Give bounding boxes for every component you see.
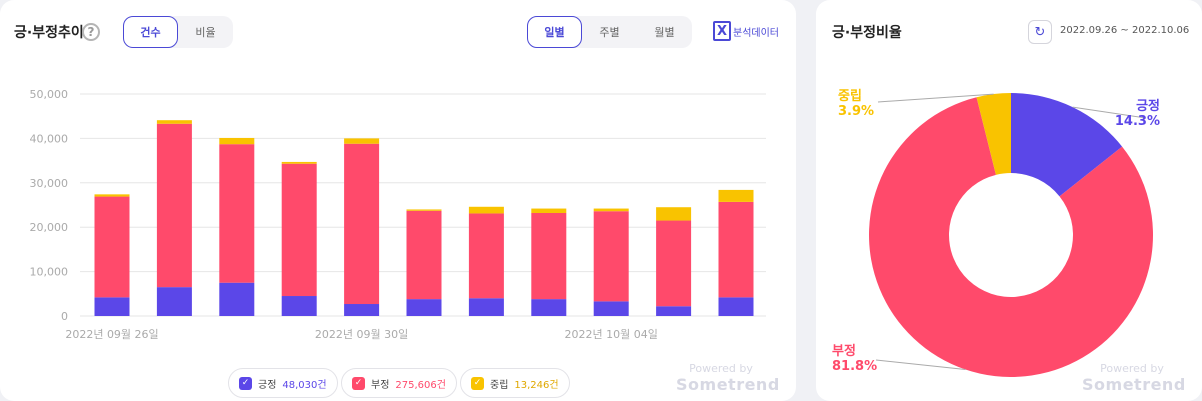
x-tick-label: 2022년 09월 30일 [315,327,408,341]
period-toggle: 일별 주별 월별 [527,16,692,48]
bar-segment[interactable] [531,208,567,213]
trend-title: 긍·부정추이 [14,25,84,41]
checkbox-icon: ✓ [471,376,484,390]
bar-segment[interactable] [656,220,692,307]
bar-segment[interactable] [281,163,317,297]
bar-segment[interactable] [344,304,380,316]
bar-segment[interactable] [468,213,504,299]
bar-segment[interactable] [219,137,255,145]
slice-label: 부정 [832,343,856,359]
slice-label: 긍정 [1136,98,1160,114]
brand-logo: Sometrend [1082,375,1186,394]
bar-segment[interactable] [531,299,567,316]
bar-segment[interactable] [156,120,192,124]
donut-slice[interactable] [869,97,1153,378]
slice-value: 81.8% [832,359,877,374]
sometrend-watermark: Powered by Sometrend [676,362,780,394]
ratio-tab[interactable]: 비율 [195,26,216,39]
y-tick-label: 10,000 [30,266,69,279]
y-tick-label: 30,000 [30,177,69,190]
bar-segment[interactable] [219,282,255,316]
brand-logo: Sometrend [676,375,780,394]
powered-by-text: Powered by [1100,362,1164,375]
sometrend-watermark: Powered by Sometrend [1082,362,1186,394]
ratio-panel: 긍·부정비율 ↻ 2022.09.26 ~ 2022.10.06 긍정 14.3%… [816,0,1202,401]
bar-segment[interactable] [718,201,754,298]
leader-line [877,93,994,103]
legend-label: 중립 [490,379,509,391]
bar-segment[interactable] [468,298,504,316]
stacked-bar-chart: 50,000 40,000 30,000 20,000 10,000 0 2022년 09월… [30,88,766,341]
legend-positive[interactable]: ✓ 긍정 48,030건 [228,368,338,398]
checkbox-icon: ✓ [239,376,252,390]
bar-segment[interactable] [94,194,130,197]
y-tick-label: 50,000 [30,88,69,101]
analysis-data-label: 분석데이터 [733,27,779,39]
x-tick-label: 2022년 10월 04일 [565,327,658,341]
bar-segment[interactable] [718,297,754,316]
legend-neutral[interactable]: ✓ 중립 13,246건 [460,368,570,398]
bar-segment[interactable] [406,210,442,300]
bar-segment[interactable] [406,209,442,211]
slice-value: 14.3% [1115,114,1160,129]
bar-segment[interactable] [531,212,567,300]
analysis-data-button[interactable]: X 분석데이터 [713,21,779,41]
bar-segment[interactable] [468,206,504,214]
slice-label: 중립 [838,89,862,104]
leader-line [1072,106,1147,119]
help-icon[interactable]: ? [82,23,100,41]
y-tick-label: 20,000 [30,221,69,234]
bar-segment[interactable] [656,207,692,221]
bar-segment[interactable] [344,143,380,305]
count-ratio-toggle: 건수 비율 [123,16,233,48]
legend-value: 48,030건 [282,379,327,391]
checkbox-icon: ✓ [352,376,365,390]
legend-label: 긍정 [258,379,277,391]
trend-panel: 긍·부정추이 ? 건수 비율 일별 주별 월별 X 분석데이터 50,000 40… [0,0,796,401]
donut-slice[interactable] [1011,93,1123,197]
count-tab[interactable]: 건수 [123,16,178,48]
ratio-title: 긍·부정비율 [832,25,902,41]
daily-tab[interactable]: 일별 [527,16,582,48]
excel-icon: X [713,21,731,41]
donut-slice[interactable] [976,93,1011,175]
bar-segment[interactable] [156,123,192,288]
bar-segment[interactable] [593,211,629,302]
bar-segment[interactable] [593,301,629,316]
monthly-tab[interactable]: 월별 [654,26,675,39]
y-tick-label: 0 [61,310,68,323]
slice-value: 3.9% [838,104,874,119]
date-range: 2022.09.26 ~ 2022.10.06 [1060,25,1190,36]
bar-segment[interactable] [344,138,380,144]
bar-segment[interactable] [656,306,692,316]
x-tick-label: 2022년 09월 26일 [65,327,158,341]
bar-segment[interactable] [281,161,317,164]
bar-segment[interactable] [219,144,255,283]
legend-negative[interactable]: ✓ 부정 275,606건 [341,368,457,398]
legend-value: 13,246건 [514,379,559,391]
legend-value: 275,606건 [395,379,446,391]
bar-segment[interactable] [94,196,130,298]
bar-segment[interactable] [156,287,192,316]
legend-label: 부정 [371,379,390,391]
refresh-icon[interactable]: ↻ [1028,20,1052,44]
bar-segment[interactable] [281,296,317,316]
powered-by-text: Powered by [689,362,753,375]
bar-segment[interactable] [406,299,442,316]
weekly-tab[interactable]: 주별 [599,26,620,39]
y-tick-label: 40,000 [30,132,69,145]
bar-segment[interactable] [94,297,130,316]
bar-segment[interactable] [718,189,754,202]
bar-segment[interactable] [593,208,629,212]
leader-line [875,359,966,370]
